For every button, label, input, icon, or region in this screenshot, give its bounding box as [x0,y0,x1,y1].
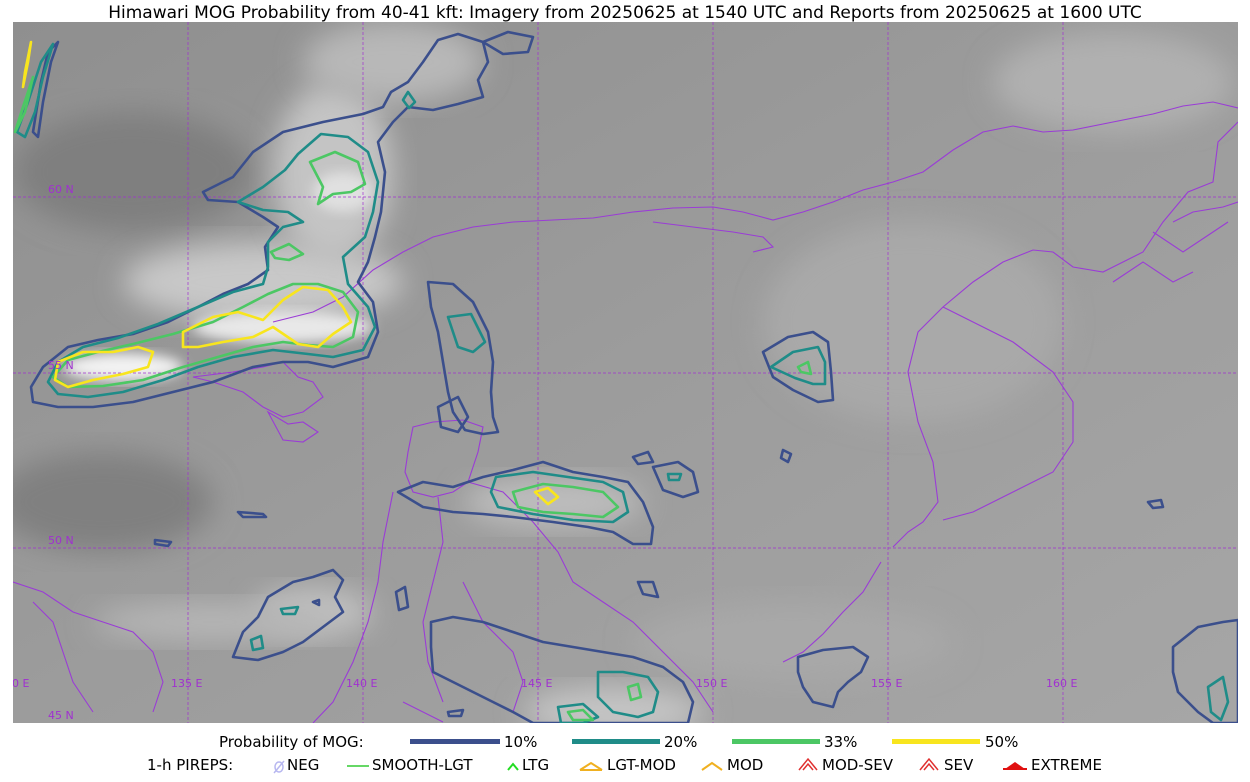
pirep-label-mod: MOD [727,756,764,774]
pirep-label-smooth-lgt: SMOOTH-LGT [372,756,473,774]
mod-icon [701,761,723,771]
satellite-map: 60 N 55 N 50 N 45 N 130 E 135 E 140 E 14… [13,22,1238,723]
legend-label-33pct: 33% [824,733,858,751]
lat-label-55n: 55 N [48,359,74,372]
smooth-lgt-icon [347,765,369,767]
lon-label-150e: 150 E [696,677,727,690]
pirep-label-mod-sev: MOD-SEV [822,756,893,774]
map-title: Himawari MOG Probability from 40-41 kft:… [108,3,1142,23]
mod-sev-icon [798,757,818,771]
lat-label-45n: 45 N [48,709,74,722]
pirep-legend-title: 1-h PIREPS: [147,756,234,774]
lat-label-50n: 50 N [48,534,74,547]
pirep-label-sev: SEV [944,756,974,774]
legend-label-10pct: 10% [504,733,538,751]
legend-swatch-10pct [410,739,500,744]
lon-label-155e: 155 E [871,677,902,690]
probability-legend-title: Probability of MOG: [219,733,364,751]
lon-label-130e: 130 E [13,677,29,690]
contours-33pct [13,75,813,722]
lon-label-160e: 160 E [1046,677,1077,690]
pirep-label-neg: NEG [287,756,320,774]
coastlines [13,101,1238,723]
contours-50pct [21,40,560,506]
cloud-imagery [13,22,1233,723]
lgt-mod-icon [579,761,603,771]
pirep-label-ltg: LTG [522,756,550,774]
legend-swatch-20pct [572,739,660,744]
lon-label-140e: 140 E [346,677,377,690]
ltg-icon [507,762,519,771]
graticule [13,22,1238,723]
legend-label-50pct: 50% [985,733,1019,751]
legend-swatch-33pct [732,739,820,744]
lon-label-145e: 145 E [521,677,552,690]
lat-label-60n: 60 N [48,183,74,196]
sev-icon [919,757,939,771]
legend-swatch-50pct [892,739,980,744]
neg-icon [273,760,285,774]
pirep-label-lgt-mod: LGT-MOD [607,756,676,774]
legend-label-20pct: 20% [664,733,698,751]
extreme-icon [1003,762,1027,770]
pirep-label-extreme: EXTREME [1031,756,1102,774]
lon-label-135e: 135 E [171,677,202,690]
contours-20pct [15,42,1230,723]
